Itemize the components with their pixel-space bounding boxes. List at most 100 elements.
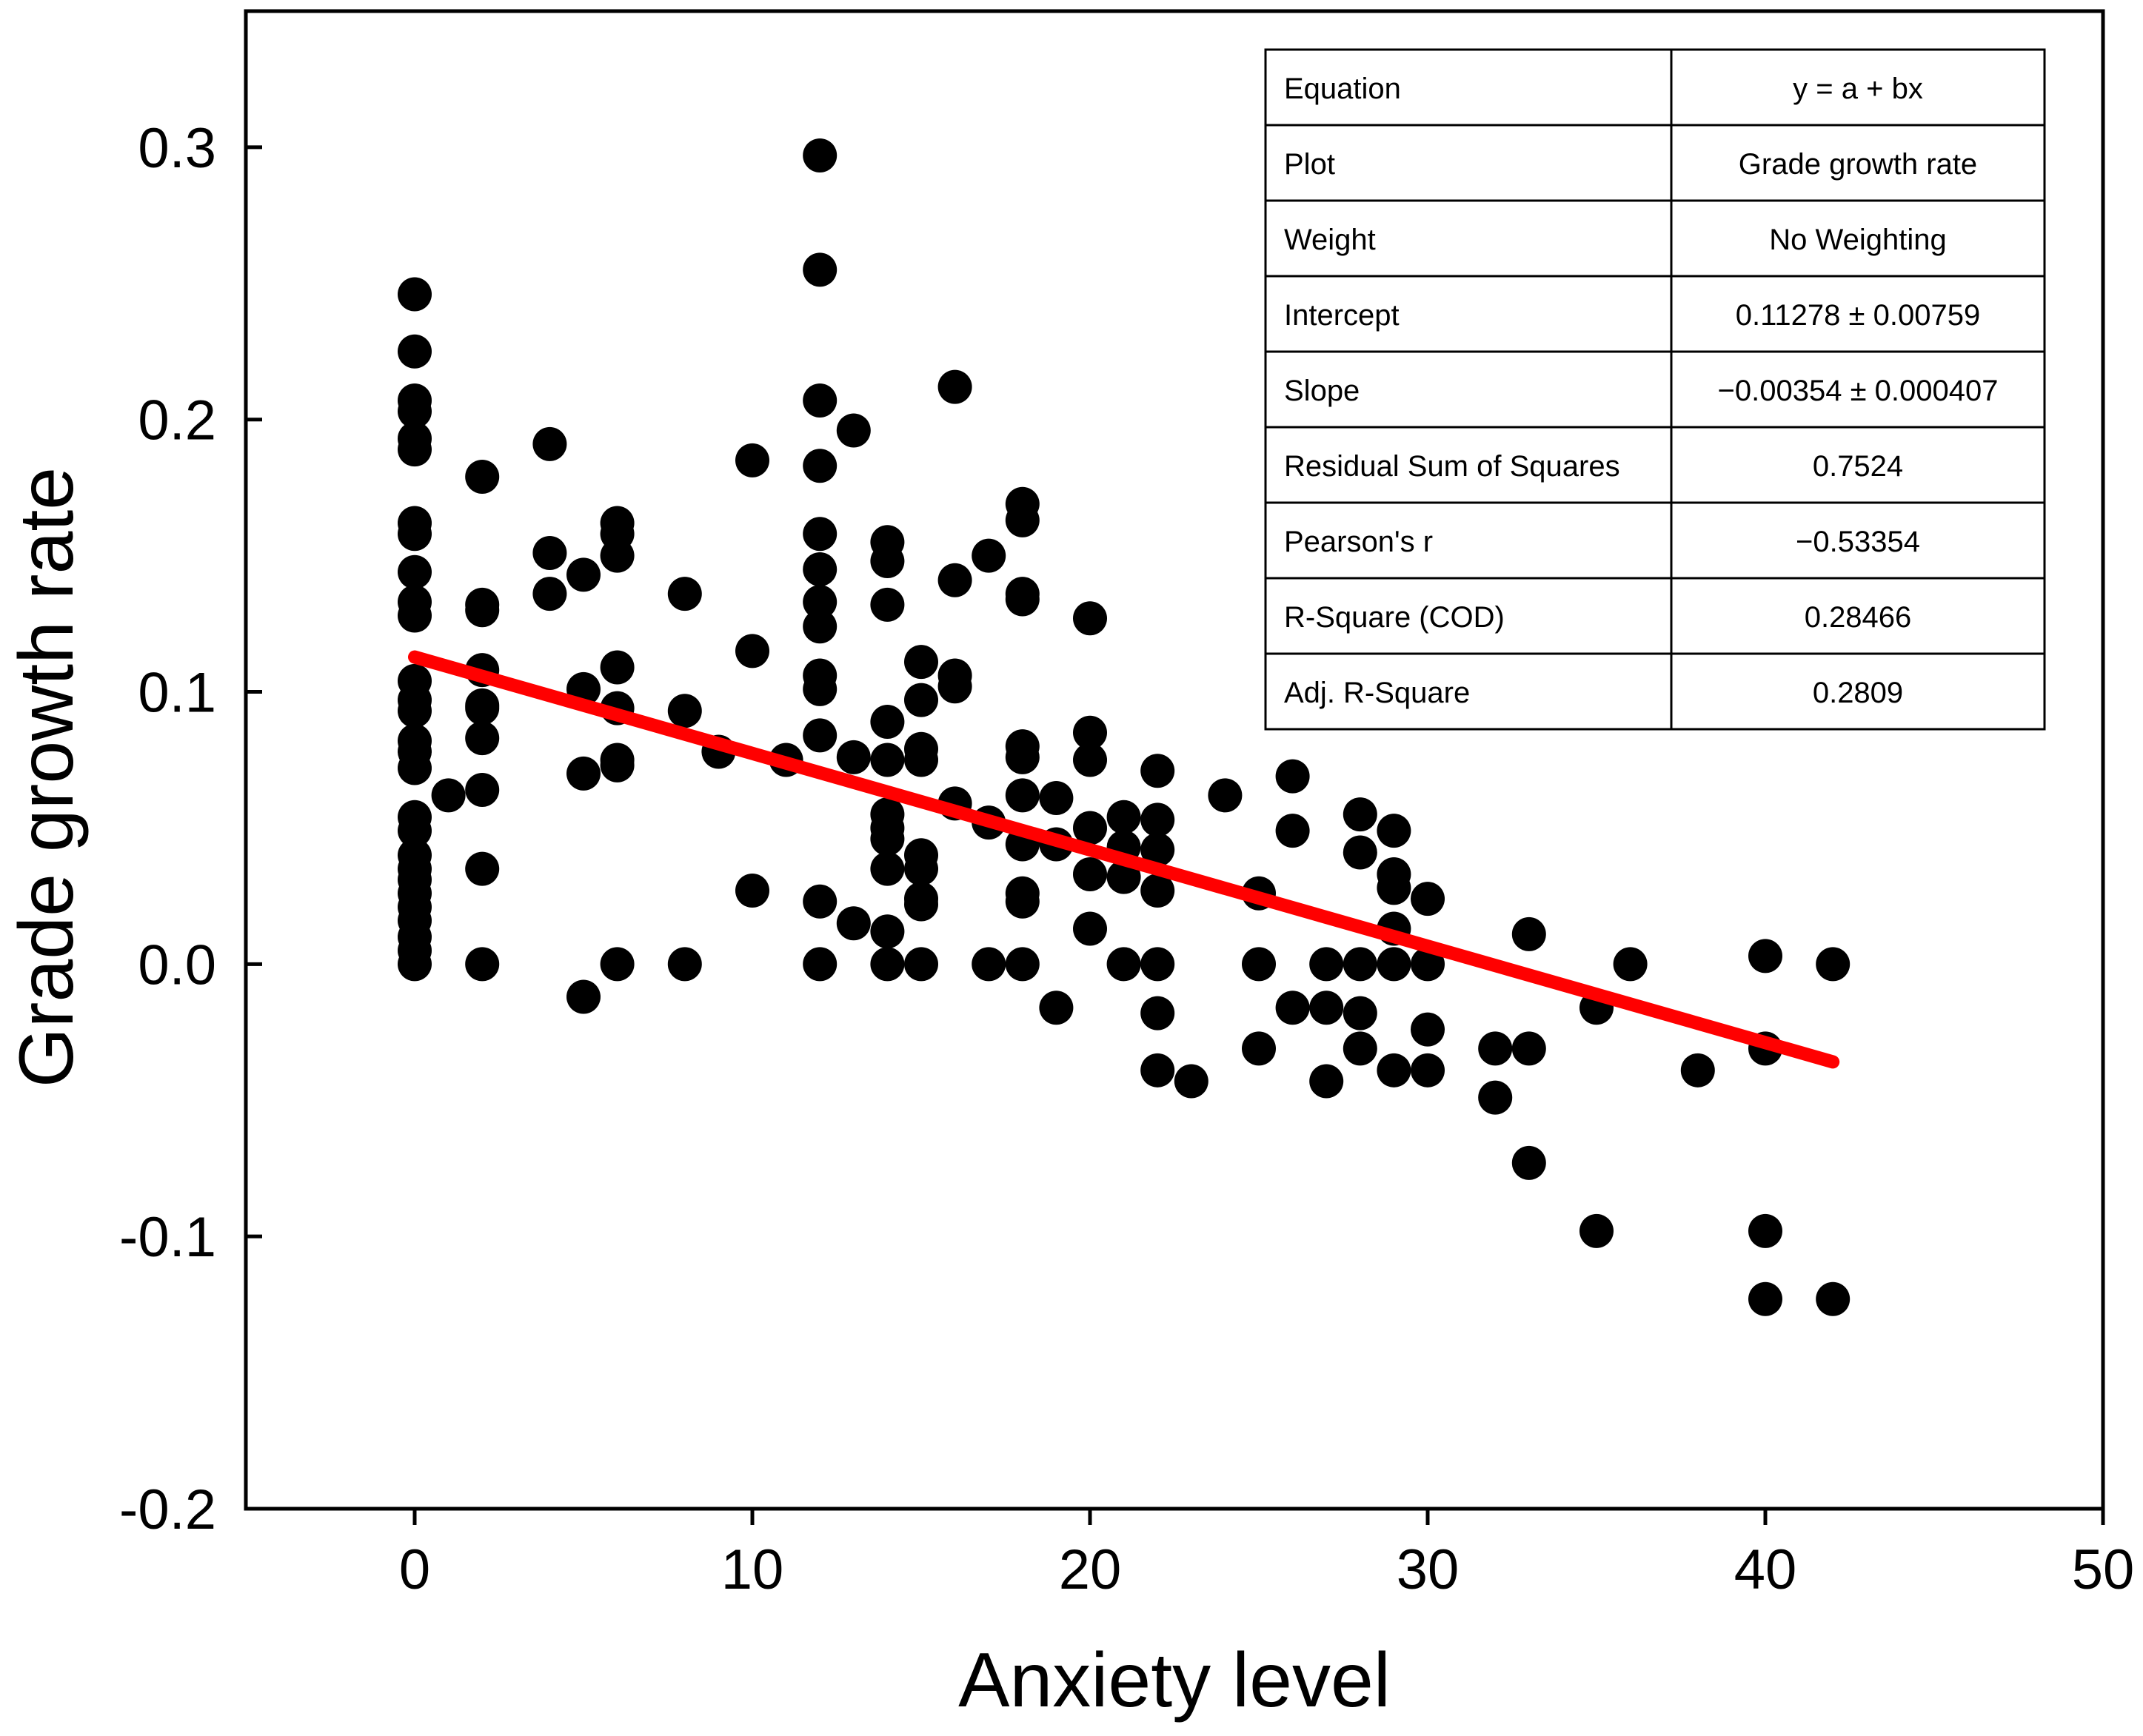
data-point (870, 947, 905, 982)
data-point (600, 947, 635, 982)
data-point (1005, 947, 1040, 982)
data-point (803, 671, 838, 706)
data-point (465, 721, 500, 756)
data-point (532, 535, 567, 570)
data-point (904, 947, 938, 982)
data-point (667, 577, 702, 611)
y-tick-label: 0.2 (138, 389, 216, 452)
data-point (803, 449, 838, 483)
data-point (1816, 947, 1851, 982)
data-point (803, 718, 838, 753)
data-point (1140, 754, 1175, 788)
data-point (803, 552, 838, 587)
data-point (1309, 1064, 1344, 1099)
data-point (1511, 1145, 1546, 1180)
stats-value: 0.2809 (1813, 677, 1903, 709)
data-point (1478, 1031, 1513, 1066)
plot-frame (244, 9, 2105, 1511)
stats-label: Adj. R-Square (1284, 677, 1470, 709)
data-point (465, 772, 500, 807)
data-point (1343, 797, 1377, 832)
data-point (1343, 947, 1377, 982)
x-tick-label: 20 (1059, 1538, 1122, 1601)
data-point (1275, 991, 1310, 1025)
data-point (937, 563, 972, 597)
y-axis-ticks: -0.2 -0.1 0.0 0.1 0.2 0.3 (119, 117, 262, 1541)
data-point (600, 538, 635, 573)
stats-label: Equation (1284, 73, 1401, 105)
data-point (836, 906, 871, 941)
data-point (1748, 1213, 1782, 1248)
data-point (870, 822, 905, 857)
data-point (1005, 884, 1040, 919)
stats-value: 0.7524 (1813, 450, 1903, 483)
data-point (1309, 991, 1344, 1025)
stats-value: 0.11278 ± 0.00759 (1736, 299, 1980, 332)
data-point (1816, 1281, 1851, 1316)
stats-value: −0.00354 ± 0.000407 (1718, 375, 1999, 407)
y-tick-label: 0.0 (138, 934, 216, 996)
data-point (1343, 1031, 1377, 1066)
data-point (1073, 811, 1107, 845)
x-tick-label: 30 (1397, 1538, 1460, 1601)
data-point (566, 979, 601, 1014)
data-point (1073, 857, 1107, 891)
data-point (904, 645, 938, 680)
x-axis-ticks: 0 10 20 30 40 50 (399, 1509, 2134, 1601)
data-point (1275, 814, 1310, 848)
data-point (1005, 740, 1040, 774)
data-point (870, 851, 905, 886)
data-point (870, 587, 905, 622)
data-point (735, 443, 769, 477)
data-point (836, 740, 871, 774)
data-point (735, 634, 769, 668)
data-point (1579, 1213, 1614, 1248)
data-point (1478, 1080, 1513, 1115)
stats-table: Equation y = a + bx Plot Grade growth rate W… (1264, 48, 2046, 731)
x-tick-label: 10 (721, 1538, 784, 1601)
data-point (1208, 778, 1243, 813)
data-point (398, 598, 432, 633)
x-axis-title: Anxiety level (958, 1638, 1391, 1723)
data-point (1005, 778, 1040, 813)
data-point (803, 517, 838, 552)
data-points (398, 138, 1851, 1316)
data-point (1140, 802, 1175, 837)
data-point (870, 914, 905, 949)
data-point (398, 751, 432, 785)
data-point (1106, 947, 1141, 982)
y-tick-label: 0.3 (138, 117, 216, 180)
data-point (398, 814, 432, 848)
data-point (904, 887, 938, 922)
data-point (465, 691, 500, 725)
data-point (1005, 503, 1040, 537)
y-axis-title: Grade growth rate (4, 467, 90, 1087)
stats-label: R-Square (COD) (1284, 601, 1505, 634)
data-point (398, 554, 432, 589)
data-point (600, 748, 635, 782)
data-point (465, 459, 500, 494)
data-point (1073, 743, 1107, 777)
stats-value: Grade growth rate (1739, 148, 1977, 181)
data-point (904, 851, 938, 886)
data-point (803, 609, 838, 644)
y-tick-label: 0.1 (138, 662, 216, 725)
data-point (1343, 835, 1377, 870)
stats-table-frame (1264, 48, 2046, 731)
stats-label: Weight (1284, 224, 1376, 256)
data-point (1343, 996, 1377, 1030)
data-point (803, 585, 838, 620)
stats-label: Pearson's r (1284, 526, 1433, 558)
data-point (1377, 871, 1411, 905)
data-point (566, 557, 601, 592)
data-point (972, 947, 1006, 982)
data-point (1411, 947, 1445, 982)
data-point (1411, 882, 1445, 916)
data-point (1411, 1053, 1445, 1087)
x-tick-label: 0 (399, 1538, 430, 1601)
data-point (1377, 814, 1411, 848)
data-point (803, 138, 838, 172)
data-point (398, 694, 432, 728)
data-point (1140, 874, 1175, 908)
